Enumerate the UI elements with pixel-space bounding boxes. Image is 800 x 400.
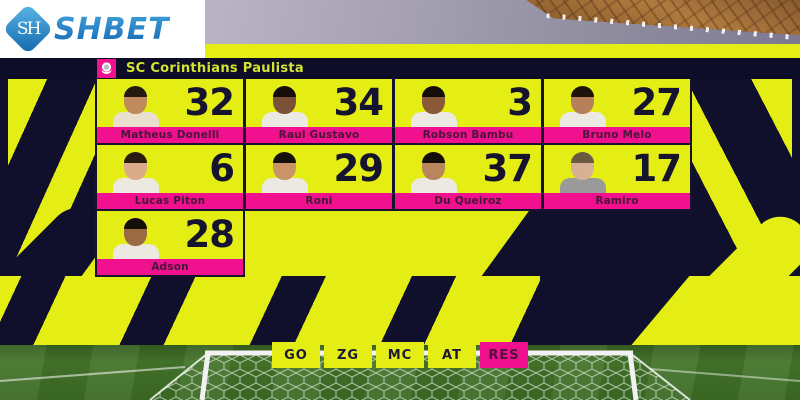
player-photo: 28 [97, 211, 243, 259]
brand-name: SHBET [54, 11, 170, 47]
avatar-hair [124, 152, 147, 163]
player-card[interactable]: 32 Matheus Donelli [97, 79, 243, 143]
player-card[interactable]: 28 Adson [97, 211, 243, 275]
player-photo: 27 [544, 79, 690, 127]
avatar-shirt [560, 112, 606, 127]
player-name-bar: Ramiro [544, 193, 690, 209]
player-name: Raul Gustavo [278, 129, 360, 141]
player-photo: 37 [395, 145, 541, 193]
player-name-bar: Adson [97, 259, 243, 275]
player-photo: 3 [395, 79, 541, 127]
avatar-shirt [113, 178, 159, 193]
yellow-divider-strip [205, 44, 800, 58]
player-name-bar: Robson Bambu [395, 127, 541, 143]
player-card[interactable]: 27 Bruno Melo [544, 79, 690, 143]
player-number: 29 [333, 147, 384, 190]
player-name: Adson [151, 261, 189, 273]
team-header: SC Corinthians Paulista [0, 58, 800, 79]
avatar-hair [422, 152, 445, 163]
team-name: SC Corinthians Paulista [126, 61, 304, 76]
player-photo: 34 [246, 79, 392, 127]
avatar-shirt [113, 244, 159, 259]
player-number: 34 [333, 81, 384, 124]
tab-zg[interactable]: ZG [324, 342, 372, 368]
corinthians-crest [97, 59, 116, 78]
player-card[interactable]: 37 Du Queiroz [395, 145, 541, 209]
avatar-hair [124, 218, 147, 229]
player-name: Robson Bambu [422, 129, 514, 141]
player-name-bar: Raul Gustavo [246, 127, 392, 143]
player-name-bar: Du Queiroz [395, 193, 541, 209]
shbet-logo-icon: SH [2, 3, 54, 55]
player-card[interactable]: 29 Roni [246, 145, 392, 209]
player-photo: 17 [544, 145, 690, 193]
player-name-bar: Roni [246, 193, 392, 209]
stadium-photo [205, 0, 800, 44]
player-name-bar: Matheus Donelli [97, 127, 243, 143]
avatar-shirt [411, 112, 457, 127]
player-photo: 32 [97, 79, 243, 127]
logo-monogram: SH [16, 18, 40, 39]
player-card[interactable]: 3 Robson Bambu [395, 79, 541, 143]
player-name: Ramiro [595, 195, 639, 207]
player-number: 32 [184, 81, 235, 124]
tab-go[interactable]: GO [272, 342, 320, 368]
player-photo: 29 [246, 145, 392, 193]
roof-truss-lines [526, 0, 800, 36]
player-name: Roni [305, 195, 333, 207]
tab-at[interactable]: AT [428, 342, 476, 368]
avatar-shirt [262, 178, 308, 193]
diagonal-stripes [0, 276, 540, 345]
player-number: 6 [209, 147, 235, 190]
player-name-bar: Lucas Piton [97, 193, 243, 209]
player-card[interactable]: 6 Lucas Piton [97, 145, 243, 209]
avatar-shirt [262, 112, 308, 127]
avatar-shirt [560, 178, 606, 193]
avatar-shirt [411, 178, 457, 193]
yellow-swoosh-right [674, 79, 800, 351]
player-number: 28 [184, 213, 235, 256]
brand-bar: SH SHBET [0, 0, 205, 58]
bottom-diagonal-band [0, 276, 800, 345]
player-number: 37 [482, 147, 533, 190]
player-name-bar: Bruno Melo [544, 127, 690, 143]
avatar-hair [273, 152, 296, 163]
player-card[interactable]: 17 Ramiro [544, 145, 690, 209]
yellow-slash-right [623, 276, 800, 345]
player-number: 17 [631, 147, 682, 190]
player-photo: 6 [97, 145, 243, 193]
position-tab-bar: GO ZG MC AT RES [0, 342, 800, 368]
player-number: 27 [631, 81, 682, 124]
avatar-shirt [113, 112, 159, 127]
player-name: Matheus Donelli [120, 129, 220, 141]
player-name: Bruno Melo [582, 129, 652, 141]
crest-icon [101, 62, 112, 74]
avatar-hair [273, 86, 296, 97]
tab-res[interactable]: RES [480, 342, 528, 368]
player-card[interactable]: 34 Raul Gustavo [246, 79, 392, 143]
avatar-hair [571, 152, 594, 163]
player-number: 3 [507, 81, 533, 124]
avatar-hair [571, 86, 594, 97]
avatar-hair [124, 86, 147, 97]
player-name: Du Queiroz [434, 195, 502, 207]
player-name: Lucas Piton [134, 195, 206, 207]
pitch [0, 345, 800, 400]
yellow-swoosh-left [0, 79, 125, 346]
avatar-hair [422, 86, 445, 97]
tab-mc[interactable]: MC [376, 342, 424, 368]
